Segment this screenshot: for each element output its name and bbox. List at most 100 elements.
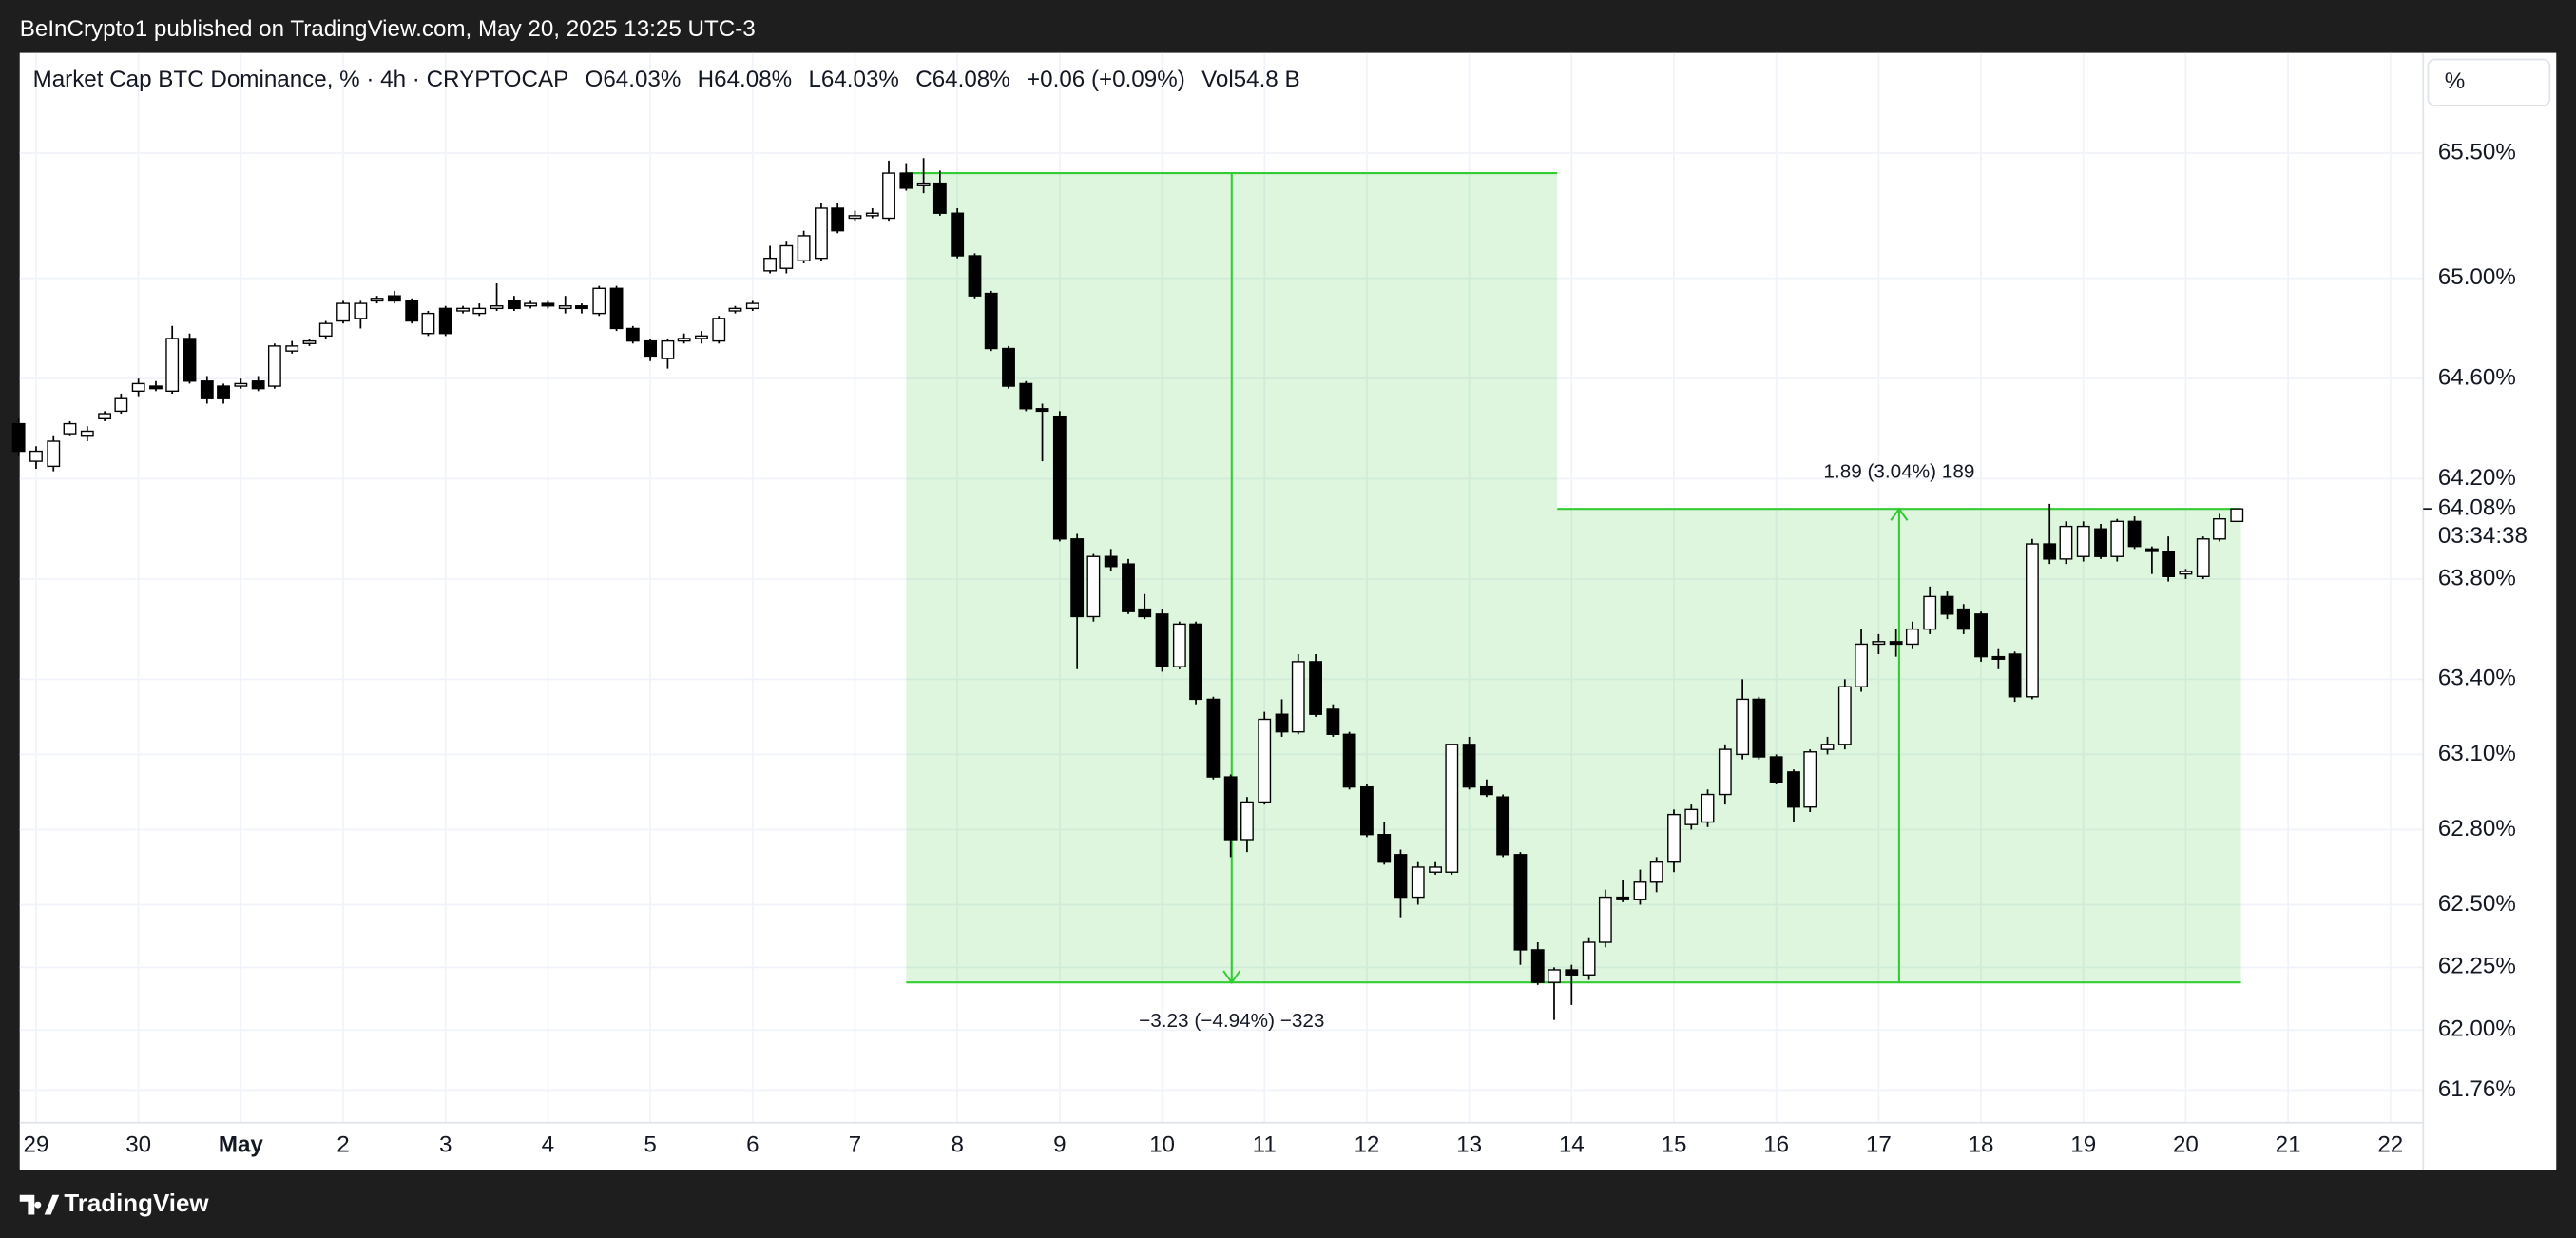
candle-body bbox=[2094, 528, 2107, 557]
x-tick-label: May bbox=[219, 1132, 264, 1157]
x-tick-label: 8 bbox=[951, 1132, 963, 1157]
legend-volume: Vol54.8 B bbox=[1201, 67, 1300, 92]
x-tick-label: 20 bbox=[2173, 1132, 2199, 1157]
candle-body bbox=[251, 380, 265, 390]
candle-body bbox=[1240, 801, 1254, 841]
candle-body bbox=[11, 422, 26, 453]
candle-body bbox=[1070, 538, 1085, 618]
candle-body bbox=[1923, 595, 1937, 630]
candle-body bbox=[1513, 854, 1528, 951]
candle-body bbox=[114, 397, 128, 413]
candle-body bbox=[1189, 623, 1202, 701]
last-price-label: 64.08% bbox=[2438, 495, 2516, 521]
candle-body bbox=[1872, 641, 1886, 646]
candle-body bbox=[2110, 520, 2124, 557]
candle-body bbox=[592, 287, 606, 315]
candle-body bbox=[234, 382, 248, 387]
candle-body bbox=[1837, 686, 1852, 745]
candle-body bbox=[661, 339, 675, 359]
footer-brand: TradingView bbox=[64, 1190, 209, 1217]
candle-body bbox=[456, 307, 470, 312]
candle-body bbox=[1889, 641, 1903, 646]
y-tick-label: 64.60% bbox=[2438, 365, 2516, 391]
candle-body bbox=[200, 380, 214, 399]
y-tick-label: 62.25% bbox=[2438, 954, 2516, 979]
candle-body bbox=[899, 172, 913, 189]
candle-body bbox=[1548, 969, 1561, 983]
candle-body bbox=[1275, 713, 1289, 733]
candle-body bbox=[1206, 698, 1221, 778]
candle-body bbox=[438, 307, 452, 335]
x-tick-label: 9 bbox=[1053, 1132, 1066, 1157]
candle-body bbox=[1394, 854, 1408, 899]
candle-body bbox=[728, 307, 742, 312]
candle-body bbox=[80, 430, 94, 437]
candle-body bbox=[2162, 551, 2176, 577]
y-tick-label: 63.40% bbox=[2438, 666, 2516, 691]
candle-body bbox=[47, 440, 61, 468]
candle-body bbox=[131, 382, 145, 393]
x-tick-label: 3 bbox=[439, 1132, 452, 1157]
measure-label: −3.23 (−4.94%) −323 bbox=[1139, 1010, 1324, 1032]
candle-body bbox=[916, 182, 931, 186]
candle-body bbox=[1411, 866, 1425, 899]
candle-body bbox=[1019, 382, 1033, 410]
x-tick-label: 29 bbox=[24, 1132, 49, 1157]
candle-body bbox=[2179, 571, 2193, 575]
candle-body bbox=[2230, 508, 2244, 523]
candle-body bbox=[1684, 808, 1699, 825]
y-tick-label: 62.00% bbox=[2438, 1016, 2516, 1042]
y-tick-label: 63.10% bbox=[2438, 741, 2516, 766]
x-tick-label: 17 bbox=[1866, 1132, 1892, 1157]
candle-body bbox=[1002, 347, 1015, 387]
measure-arrow-head bbox=[1890, 507, 1909, 521]
x-tick-label: 18 bbox=[1969, 1132, 1994, 1157]
candle-body bbox=[1326, 708, 1340, 735]
candle-body bbox=[421, 312, 435, 335]
candle-body bbox=[2144, 548, 2159, 552]
candle-body bbox=[217, 385, 230, 399]
y-tick-label: 65.00% bbox=[2438, 264, 2516, 290]
candle-body bbox=[625, 327, 640, 342]
x-tick-label: 12 bbox=[1354, 1132, 1379, 1157]
byline: BeInCrypto1 published on TradingView.com… bbox=[20, 16, 756, 42]
candle-body bbox=[2196, 538, 2210, 577]
candle-body bbox=[507, 300, 521, 310]
candle-body bbox=[2076, 525, 2090, 557]
candle-body bbox=[98, 413, 112, 419]
candle-body bbox=[1342, 733, 1356, 788]
candle-body bbox=[951, 212, 965, 257]
candle-body bbox=[677, 338, 691, 342]
candle-body bbox=[472, 307, 487, 315]
candle-body bbox=[1905, 628, 1919, 646]
candle-body bbox=[1649, 861, 1663, 883]
candle-body bbox=[370, 298, 384, 302]
measure-label: 1.89 (3.04%) 189 bbox=[1823, 461, 1974, 483]
candle-body bbox=[354, 302, 368, 319]
candle-body bbox=[1122, 563, 1135, 612]
scale-button-label[interactable]: % bbox=[2445, 68, 2466, 94]
candle-body bbox=[779, 244, 794, 269]
candle-body bbox=[1787, 771, 1800, 808]
candle-body bbox=[609, 287, 624, 330]
candle-body bbox=[302, 339, 317, 344]
candle-body bbox=[1291, 661, 1305, 733]
candle-body bbox=[1138, 608, 1152, 618]
candle-body bbox=[1701, 793, 1715, 823]
y-tick-label: 61.76% bbox=[2438, 1076, 2516, 1102]
candle-body bbox=[815, 207, 828, 260]
candle-body bbox=[1155, 613, 1169, 667]
y-tick-label: 64.20% bbox=[2438, 465, 2516, 491]
candle-body bbox=[968, 255, 982, 297]
candle-body bbox=[831, 207, 845, 232]
x-tick-label: 13 bbox=[1456, 1132, 1482, 1157]
y-tick-label: 65.50% bbox=[2438, 139, 2516, 164]
y-tick-label: 63.80% bbox=[2438, 565, 2516, 590]
candle-body bbox=[2043, 543, 2057, 560]
candle-body bbox=[712, 318, 726, 342]
candle-body bbox=[575, 305, 588, 310]
scale-button[interactable] bbox=[2427, 58, 2551, 106]
candle-body bbox=[1718, 748, 1732, 796]
